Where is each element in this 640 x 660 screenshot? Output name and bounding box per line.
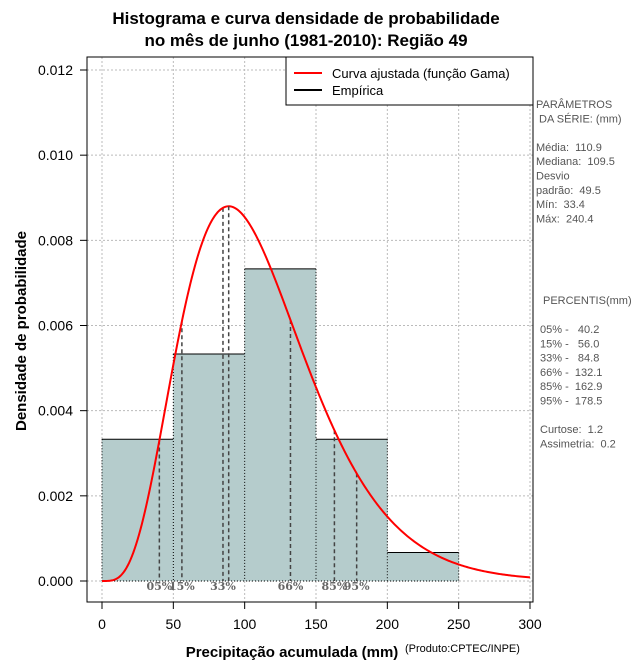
parameter-line: Mediana: 109.5	[536, 156, 615, 168]
parameter-line: Máx: 240.4	[536, 213, 593, 225]
x-tick-label: 0	[98, 616, 106, 632]
parameter-line: Desvio	[536, 171, 570, 183]
legend-label-empirical: Empírica	[332, 83, 384, 98]
percentile-lines	[158, 207, 358, 581]
x-tick-label: 300	[518, 616, 542, 632]
x-tick-label: 200	[376, 616, 400, 632]
x-axis-ticks: 0 50 100 150 200 250 300	[98, 602, 542, 632]
parameter-line: padrão: 49.5	[536, 185, 601, 197]
y-axis-ticks: 0.000 0.002 0.004 0.006 0.008 0.010 0.012	[38, 62, 87, 589]
x-tick-label: 100	[233, 616, 257, 632]
product-credit: (Produto:CPTEC/INPE)	[405, 643, 520, 655]
legend-label-fit: Curva ajustada (função Gama)	[332, 66, 510, 81]
y-tick-label: 0.008	[38, 232, 73, 248]
percentile-label: 33%	[210, 580, 236, 593]
legend-box	[285, 56, 534, 106]
percentile-value-line: 95% - 178.5	[540, 396, 602, 408]
histogram-bar	[102, 439, 174, 581]
x-axis-title: Precipitação acumulada (mm)	[186, 644, 399, 660]
parameter-line: Mín: 33.4	[536, 199, 585, 211]
percentile-label: 85%	[322, 580, 348, 593]
percentile-value-line: 66% - 132.1	[540, 367, 602, 379]
percentile-value-line: 33% - 84.8	[540, 353, 599, 365]
y-tick-label: 0.002	[38, 488, 73, 504]
y-tick-label: 0.000	[38, 573, 73, 589]
y-axis-title: Densidade de probabilidade	[13, 231, 30, 431]
gamma-curve	[102, 205, 531, 582]
percentile-label: 95%	[344, 580, 370, 593]
percentile-labels: 05%15% 33% 66% 85%95%	[146, 580, 370, 593]
parameter-line: Média: 110.9	[536, 142, 602, 154]
percentile-value-line: 85% - 162.9	[540, 381, 602, 393]
percentile-label: 66%	[278, 580, 304, 593]
y-tick-label: 0.004	[38, 403, 73, 419]
histogram-bars	[101, 268, 460, 582]
histogram-bar	[173, 354, 245, 581]
parameter-line: PARÂMETROS	[536, 98, 612, 111]
percentile-value-line: 15% - 56.0	[540, 338, 599, 350]
chart-title-line-2: no mês de junho (1981-2010): Região 49	[144, 31, 467, 50]
legend: Curva ajustada (função Gama) Empírica	[285, 56, 534, 106]
chart-title-line-1: Histograma e curva densidade de probabil…	[112, 9, 499, 28]
series-parameters-panel: PARÂMETROS DA SÉRIE: (mm) Média: 110.9 Med…	[536, 98, 632, 450]
percentile-label: 05%	[146, 580, 172, 593]
x-tick-label: 250	[447, 616, 471, 632]
histogram-bar	[387, 552, 459, 581]
percentile-value-line: Assimetria: 0.2	[540, 438, 616, 450]
y-tick-label: 0.006	[38, 318, 73, 334]
percentile-value-line: 05% - 40.2	[540, 324, 599, 336]
parameter-line: DA SÉRIE: (mm)	[536, 112, 622, 125]
histogram-bar	[316, 439, 388, 581]
percentile-label: 15%	[169, 580, 195, 593]
y-tick-label: 0.012	[38, 62, 73, 78]
x-tick-label: 50	[166, 616, 182, 632]
y-tick-label: 0.010	[38, 147, 73, 163]
x-tick-label: 150	[304, 616, 328, 632]
percentile-value-line: Curtose: 1.2	[540, 424, 603, 436]
percentis-title: PERCENTIS(mm)	[543, 295, 632, 307]
histogram-bar	[244, 268, 316, 581]
